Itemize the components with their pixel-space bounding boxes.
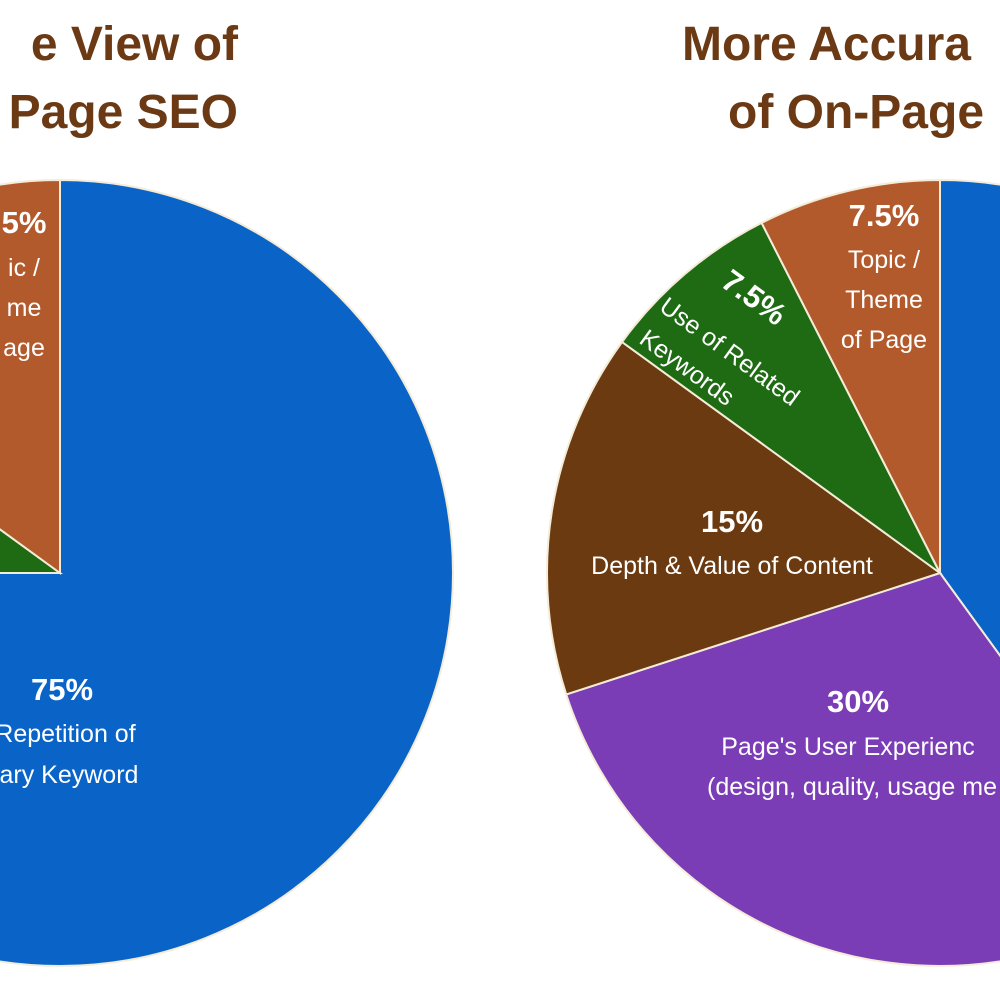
slice-label-left-2: 5% ic / me age [2,205,47,362]
chart-title-left: e View of [31,18,239,71]
pie-chart-right: More Accura of On-Page 30% Page's User Ex… [546,18,1000,967]
slice-description-right-2-0: Depth & Value of Content [591,552,873,580]
pie-slice-right-0 [939,178,1000,658]
chart-subtitle-right: of On-Page [728,86,984,139]
slice-description-right-4-0: Topic / [848,246,920,274]
slices-left [0,178,454,967]
pie-slice-right-3 [620,221,941,574]
slice-percent-right-1: 30% [827,684,889,719]
slice-labels-left: 75% /Repetition of nary Keyword 5% ic / me age [0,205,138,789]
slice-label-right-1: 30% Page's User Experienc (design, quality… [707,684,997,801]
slice-percent-right-2: 15% [701,504,763,539]
pie-slice-right-1 [564,571,1000,967]
slice-description-right-4-1: Theme [845,286,923,314]
slice-percent-left-2: 5% [2,205,47,240]
pie-slice-right-4 [760,178,941,574]
slice-description-right-1-1: (design, quality, usage me [707,773,997,801]
chart-title-right: More Accura [682,18,971,71]
slice-percent-right-4: 7.5% [849,198,920,233]
slice-description-left-2-0: ic / [8,254,40,282]
slice-description-left-0-1: nary Keyword [0,761,138,789]
slice-description-left-0-0: /Repetition of [0,720,136,748]
slices-right [546,178,1000,967]
slice-label-right-2: 15% Depth & Value of Content [591,504,873,580]
slice-label-left-0: 75% /Repetition of nary Keyword [0,672,138,789]
pie-slice-right-2 [546,340,943,696]
pie-slice-left-0 [0,178,454,967]
pie-chart-left: e View of Page SEO 75% /Repetition of nary… [0,18,454,967]
slice-percent-left-0: 75% [31,672,93,707]
pie-slice-left-2 [0,178,61,575]
slice-description-right-4-2: of Page [841,326,927,354]
slice-description-left-2-2: age [3,334,45,362]
slice-description-left-2-1: me [7,294,42,322]
slice-description-right-1-0: Page's User Experienc [721,733,975,761]
chart-subtitle-left: Page SEO [9,86,238,139]
slice-label-right-4: 7.5% Topic / Theme of Page [841,198,927,354]
